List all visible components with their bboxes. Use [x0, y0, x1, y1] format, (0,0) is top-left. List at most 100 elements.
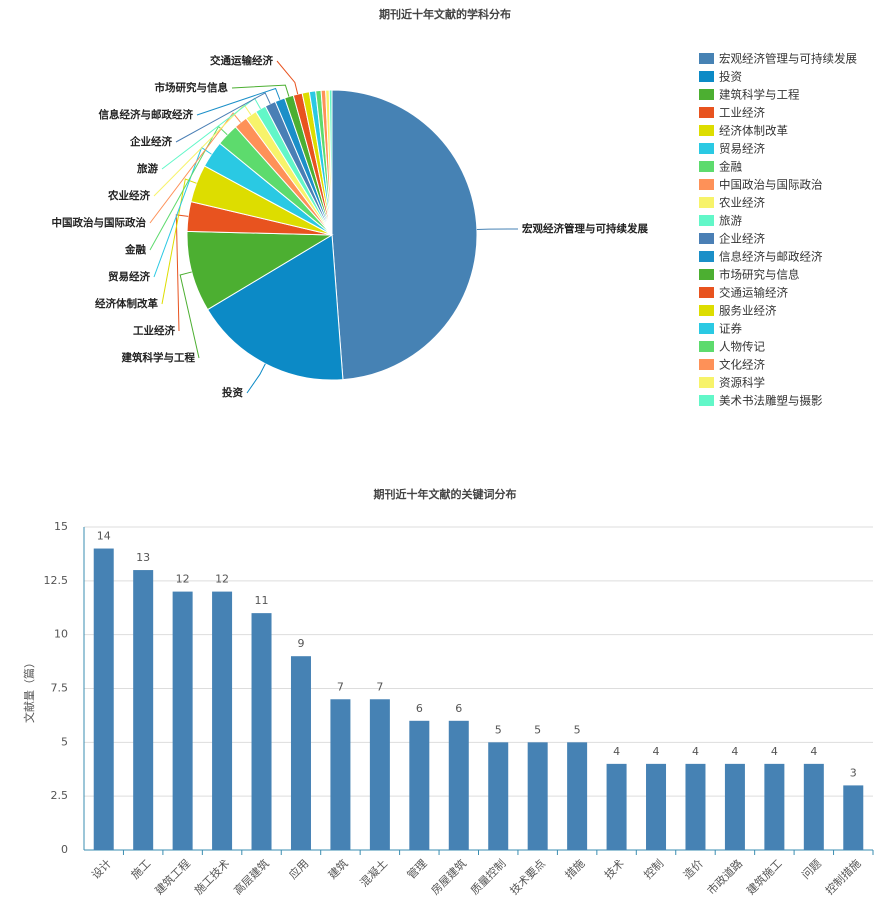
legend-swatch[interactable] — [699, 395, 714, 406]
bar — [290, 656, 311, 850]
legend-label[interactable]: 宏观经济管理与可持续发展 — [719, 52, 857, 66]
legend-label[interactable]: 证券 — [719, 322, 742, 336]
x-tick-label: 混凝土 — [357, 856, 390, 889]
value-label: 7 — [337, 680, 344, 693]
legend-swatch[interactable] — [699, 143, 714, 154]
legend-label[interactable]: 建筑科学与工程 — [719, 88, 800, 102]
leader-line — [161, 178, 197, 305]
value-label: 6 — [455, 702, 462, 715]
bar — [567, 742, 588, 850]
legend-label[interactable]: 工业经济 — [719, 106, 765, 120]
bar — [93, 548, 114, 850]
legend-label[interactable]: 金融 — [719, 160, 742, 174]
x-tick-label: 房屋建筑 — [428, 856, 469, 897]
legend-label[interactable]: 贸易经济 — [719, 142, 765, 156]
leader-line — [175, 214, 189, 332]
legend-swatch[interactable] — [699, 341, 714, 352]
legend-label[interactable]: 人物传记 — [719, 340, 765, 354]
legend-label[interactable]: 旅游 — [719, 214, 742, 228]
leader-line — [276, 60, 299, 95]
pie-slice — [331, 89, 478, 381]
leader-line — [476, 228, 519, 231]
legend-label[interactable]: 美术书法雕塑与摄影 — [719, 394, 823, 408]
leader-line — [175, 92, 271, 143]
pie-label: 投资 — [222, 386, 243, 399]
legend-label[interactable]: 经济体制改革 — [719, 124, 788, 138]
pie-label: 贸易经济 — [108, 270, 150, 283]
bar — [488, 742, 509, 850]
value-label: 12 — [176, 573, 190, 586]
legend-swatch[interactable] — [699, 233, 714, 244]
bar — [448, 720, 469, 850]
leader-line — [231, 84, 290, 97]
value-label: 4 — [810, 745, 817, 758]
legend-swatch[interactable] — [699, 269, 714, 280]
value-label: 13 — [136, 551, 150, 564]
value-label: 4 — [731, 745, 738, 758]
pie-label: 经济体制改革 — [95, 297, 158, 310]
y-tick-label: 2.5 — [51, 789, 69, 802]
leader-line — [149, 112, 242, 224]
x-tick-label: 问题 — [799, 857, 824, 882]
pie-label: 交通运输经济 — [210, 54, 273, 67]
legend-label[interactable]: 中国政治与国际政治 — [719, 178, 823, 192]
pie-label: 建筑科学与工程 — [121, 351, 196, 364]
legend-label[interactable]: 投资 — [719, 70, 742, 84]
pie-slice — [206, 234, 344, 381]
pie-label: 企业经济 — [129, 135, 172, 148]
legend-label[interactable]: 资源科学 — [719, 376, 765, 390]
x-tick-label: 造价 — [680, 856, 705, 881]
value-label: 4 — [771, 745, 778, 758]
legend-swatch[interactable] — [699, 287, 714, 298]
legend-swatch[interactable] — [699, 377, 714, 388]
legend-label[interactable]: 文化经济 — [719, 358, 765, 372]
pie-label: 金融 — [124, 243, 146, 256]
legend-swatch[interactable] — [699, 53, 714, 64]
x-tick-label: 施工 — [129, 857, 154, 882]
legend-swatch[interactable] — [699, 359, 714, 370]
y-tick-label: 7.5 — [51, 682, 69, 695]
legend-label[interactable]: 交通运输经济 — [719, 286, 788, 300]
legend-swatch[interactable] — [699, 125, 714, 136]
legend-swatch[interactable] — [699, 71, 714, 82]
value-label: 5 — [534, 723, 541, 736]
y-tick-label: 10 — [54, 628, 68, 641]
x-tick-label: 建筑工程 — [152, 856, 193, 897]
x-tick-label: 设计 — [89, 857, 114, 882]
value-label: 4 — [613, 745, 620, 758]
leader-line — [179, 271, 200, 359]
legend-label[interactable]: 企业经济 — [719, 232, 765, 246]
legend-swatch[interactable] — [699, 179, 714, 190]
y-axis-label: 文献量（篇） — [22, 657, 36, 723]
value-label: 9 — [297, 637, 304, 650]
pie-label: 市场研究与信息 — [155, 81, 229, 94]
legend-swatch[interactable] — [699, 107, 714, 118]
legend-label[interactable]: 农业经济 — [719, 196, 765, 210]
x-tick-label: 市政道路 — [704, 856, 745, 897]
legend-label[interactable]: 服务业经济 — [719, 304, 777, 318]
pie-slice — [328, 89, 333, 236]
legend-swatch[interactable] — [699, 161, 714, 172]
legend-label[interactable]: 信息经济与邮政经济 — [719, 250, 823, 264]
legend-swatch[interactable] — [699, 323, 714, 334]
bar — [251, 613, 272, 850]
pie-title: 期刊近十年文献的学科分布 — [379, 7, 511, 21]
legend-swatch[interactable] — [699, 215, 714, 226]
x-tick-label: 技术 — [602, 857, 627, 882]
legend-swatch[interactable] — [699, 197, 714, 208]
legend-swatch[interactable] — [699, 89, 714, 100]
value-label: 5 — [495, 723, 502, 736]
x-tick-label: 控制措施 — [823, 856, 864, 897]
leader-line — [196, 87, 281, 116]
legend-label[interactable]: 市场研究与信息 — [719, 268, 800, 282]
x-tick-label: 施工技术 — [192, 857, 232, 897]
value-label: 14 — [97, 530, 111, 543]
pie-label: 旅游 — [137, 162, 158, 175]
bar — [330, 699, 351, 850]
legend-swatch[interactable] — [699, 305, 714, 316]
bar — [133, 570, 154, 850]
y-tick-label: 5 — [61, 735, 68, 748]
value-label: 7 — [376, 680, 383, 693]
legend-swatch[interactable] — [699, 251, 714, 262]
x-tick-label: 措施 — [562, 856, 587, 881]
